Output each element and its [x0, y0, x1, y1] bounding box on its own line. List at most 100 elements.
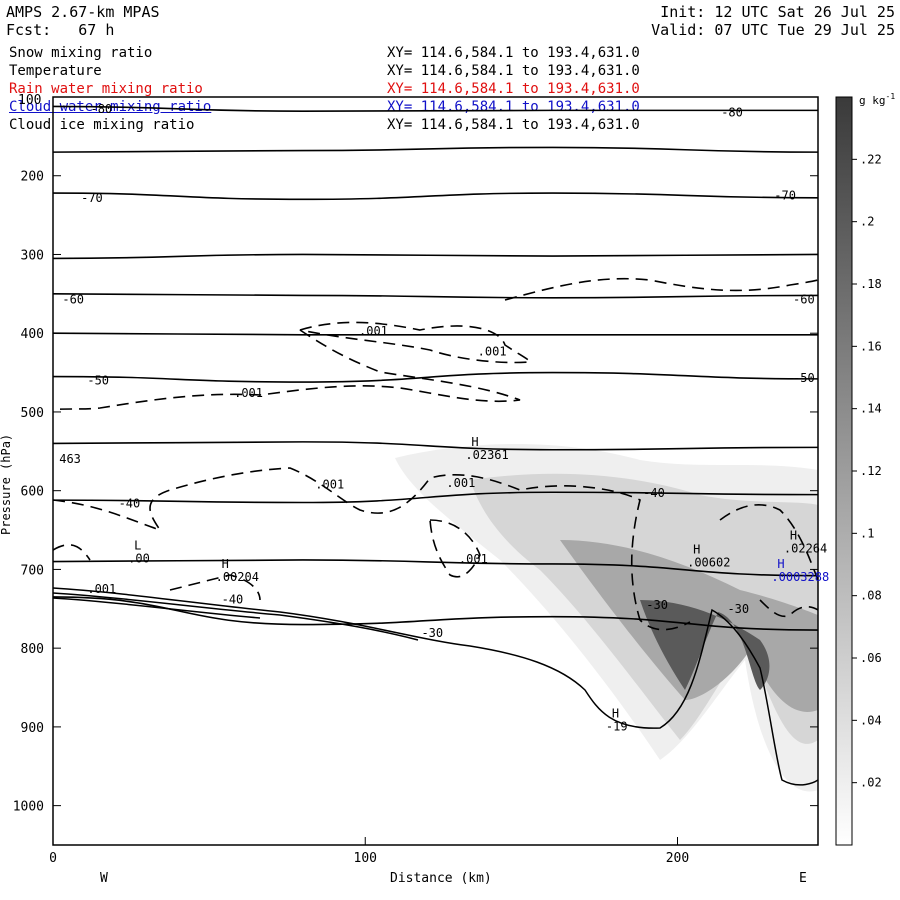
- y-tick-label: 600: [21, 485, 44, 500]
- extremum-value: .02264: [784, 542, 827, 556]
- ice-contour: [504, 277, 818, 301]
- ice-contour: [53, 544, 91, 561]
- colorbar-ticks: .02 .04 .06 .08 .1 .12 .14 .16 .18 .2 .22: [852, 152, 882, 790]
- y-axis-label: Pressure (hPa): [0, 434, 13, 535]
- contour-label: .001: [478, 344, 507, 358]
- extremum-value: .00204: [216, 570, 259, 584]
- axis-ticks: [52, 175, 818, 845]
- y-tick-label: 500: [21, 406, 44, 421]
- contour-label: -40: [222, 592, 244, 606]
- colorbar-tick-label: .16: [860, 339, 882, 353]
- colorbar-unit: g kg-1: [859, 92, 895, 107]
- temperature-isotherm: [53, 332, 818, 336]
- contour-label: -70: [81, 191, 103, 205]
- ice-contour: [299, 321, 531, 364]
- model-title: AMPS 2.67-km MPAS: [6, 3, 160, 21]
- field-xy-cloud-ice: XY= 114.6,584.1 to 193.4,631.0: [387, 117, 640, 133]
- x-end-west: W: [100, 871, 108, 886]
- temperature-isotherm: [53, 192, 818, 201]
- contour-label: -80: [90, 102, 112, 116]
- x-end-east: E: [799, 871, 807, 886]
- plot-frame: [52, 96, 819, 846]
- colorbar-tick-label: .18: [860, 277, 882, 291]
- temperature-isotherm: [53, 371, 818, 383]
- x-tick-label: 100: [354, 851, 377, 866]
- field-name-cloud-ice: Cloud ice mixing ratio: [9, 117, 195, 133]
- colorbar-tick-label: .08: [860, 589, 882, 603]
- extremum-value: .00602: [687, 556, 730, 570]
- colorbar-tick-label: .1: [860, 526, 874, 540]
- contour-label: -30: [646, 598, 668, 612]
- contour-label: -80: [721, 106, 743, 120]
- temperature-isotherm: [53, 293, 818, 299]
- x-axis-label: Distance (km): [390, 871, 492, 886]
- ice-contour: [53, 467, 691, 631]
- colorbar-tick-label: .02: [860, 776, 882, 790]
- ice-contour: [169, 574, 261, 601]
- extremum-marker: H: [612, 706, 619, 720]
- colorbar-unit-exponent: -1: [886, 92, 896, 101]
- contour-label: -50: [87, 373, 109, 387]
- y-tick-label: 200: [21, 170, 44, 185]
- x-tick-label: 200: [666, 851, 689, 866]
- extremum-value: .00: [128, 552, 150, 566]
- terrain-line-2: [53, 592, 419, 641]
- extremum-marker: H: [471, 435, 478, 449]
- temperature-contours: [53, 105, 818, 631]
- colorbar-tick-label: .06: [860, 651, 882, 665]
- extremum-value: .02361: [465, 448, 508, 462]
- temperature-isotherm: [53, 253, 818, 260]
- contour-label: .001: [315, 477, 344, 491]
- colorbar-tick-label: .2: [860, 215, 874, 229]
- terrain-line-3: [53, 597, 261, 619]
- terrain-contours: [53, 587, 818, 786]
- contour-label: -50: [793, 371, 815, 385]
- extremum-marker: H: [777, 557, 784, 571]
- field-xy-rain: XY= 114.6,584.1 to 193.4,631.0: [387, 81, 640, 97]
- temperature-isotherm: [53, 146, 818, 153]
- y-tick-label: 1000: [13, 800, 44, 815]
- contour-label: 463: [59, 452, 81, 466]
- field-xy-snow: XY= 114.6,584.1 to 193.4,631.0: [387, 45, 640, 61]
- extremum-marker: H: [222, 557, 229, 571]
- contour-label: -60: [62, 292, 84, 306]
- y-top-label: 100: [18, 93, 41, 108]
- init-time: Init: 12 UTC Sat 26 Jul 25: [660, 3, 895, 21]
- extremum-value: .0003288: [771, 570, 829, 584]
- extremum-value: -19: [606, 719, 628, 733]
- ice-contour: [759, 599, 818, 618]
- contour-label: .001: [234, 386, 263, 400]
- x-tick-labels: 0 100 200: [49, 851, 689, 866]
- contour-label: -70: [774, 188, 796, 202]
- temperature-isotherm: [53, 596, 818, 631]
- colorbar-tick-label: .14: [860, 402, 882, 416]
- cloud-ice-contours: [53, 277, 818, 631]
- y-tick-label: 900: [21, 721, 44, 736]
- y-tick-label: 800: [21, 642, 44, 657]
- colorbar-unit-base: g kg: [859, 94, 886, 107]
- y-tick-label: 400: [21, 327, 44, 342]
- valid-time: Valid: 07 UTC Tue 29 Jul 25: [651, 21, 895, 39]
- field-name-temperature: Temperature: [9, 63, 102, 79]
- forecast-hour: Fcst: 67 h: [6, 21, 115, 39]
- field-xy-temperature: XY= 114.6,584.1 to 193.4,631.0: [387, 63, 640, 79]
- terrain-line: [53, 587, 818, 786]
- contour-label: -40: [643, 486, 665, 500]
- x-tick-label: 0: [49, 851, 57, 866]
- colorbar: [835, 96, 853, 846]
- colorbar-tick-label: .04: [860, 713, 882, 727]
- ice-contour: [53, 329, 521, 411]
- y-tick-label: 300: [21, 248, 44, 263]
- extremum-marker: H: [693, 543, 700, 557]
- colorbar-tick-label: .22: [860, 152, 882, 166]
- field-name-snow: Snow mixing ratio: [9, 45, 153, 61]
- contour-label: -40: [119, 496, 141, 510]
- contour-label: .001: [87, 582, 116, 596]
- contour-label: .001: [459, 552, 488, 566]
- contour-label: .001: [359, 324, 388, 338]
- field-name-rain: Rain water mixing ratio: [9, 81, 203, 97]
- temperature-isotherm: [53, 491, 818, 504]
- contour-labels: -80 -80 -70 -70 -60 -60 -50 -50 -40 -40 -40 -30 -30 -…: [59, 102, 814, 640]
